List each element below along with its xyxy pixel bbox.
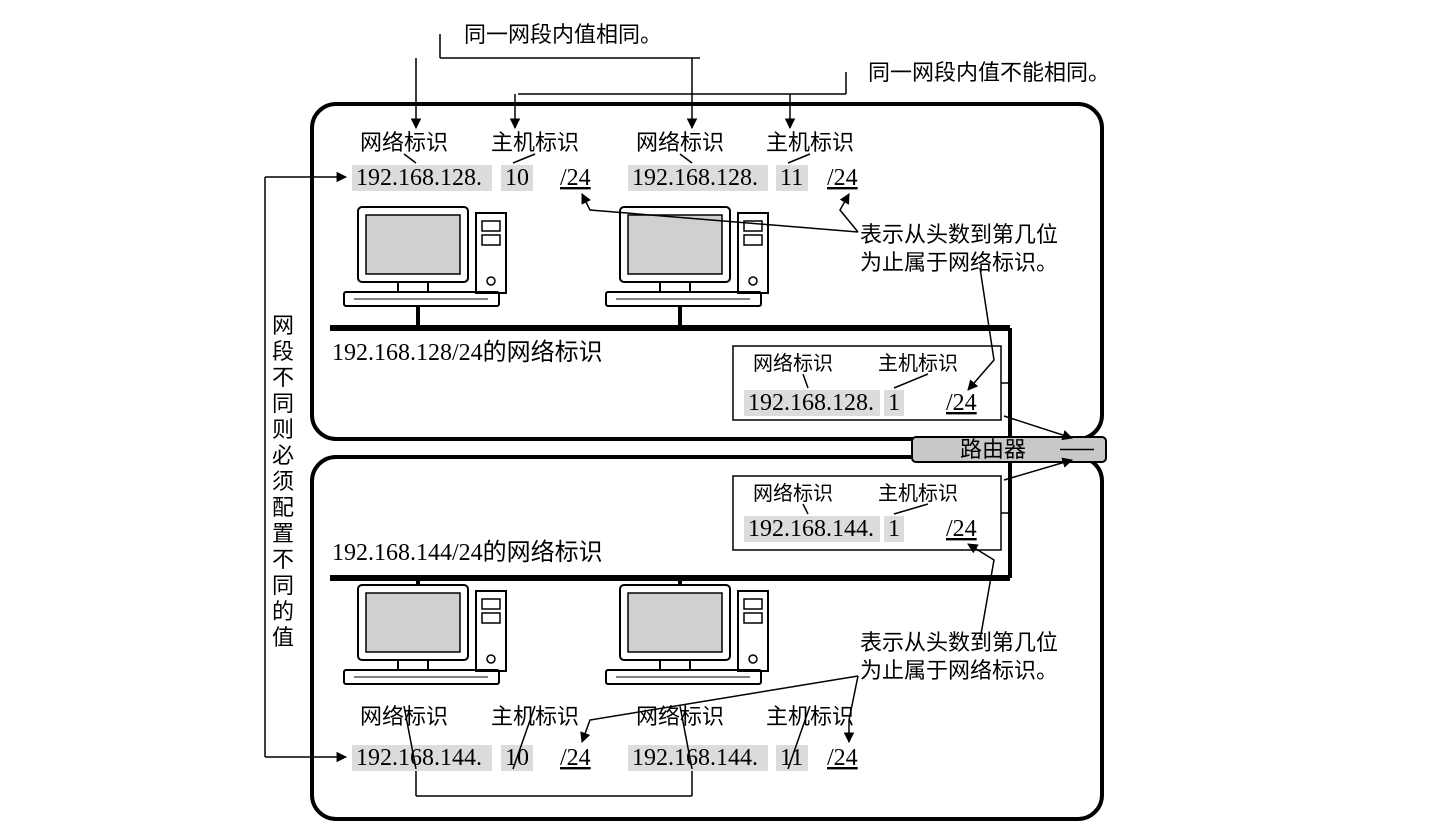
vchar: 网 bbox=[272, 313, 294, 338]
computers bbox=[344, 207, 768, 684]
pc-bot2 bbox=[606, 585, 768, 684]
vertical-note: 网段不同则必须配置不同的值 bbox=[272, 313, 294, 650]
network-diagram: 网段不同则必须配置不同的值 路由器 192.168.128.10/24192.1… bbox=[0, 0, 1443, 840]
host-id-label: 主机标识 bbox=[766, 130, 854, 155]
net-id-label: 网络标识 bbox=[753, 482, 833, 505]
vchar: 的 bbox=[272, 599, 294, 624]
vchar: 段 bbox=[272, 339, 294, 364]
note-diff: 同一网段内值不能相同。 bbox=[868, 60, 1110, 85]
prefix-note-line2: 为止属于网络标识。 bbox=[860, 658, 1058, 683]
router-ip-bottom: 192.168.144. 1/24 网络标识 主机标识 bbox=[744, 482, 977, 542]
net-id-label: 网络标识 bbox=[753, 352, 833, 375]
host-value: 11 bbox=[780, 165, 803, 191]
host-value: 1 bbox=[888, 516, 900, 542]
cidr-value: /24 bbox=[946, 390, 977, 416]
cidr-value: /24 bbox=[560, 165, 591, 191]
vchar: 置 bbox=[272, 521, 294, 546]
cidr-value: /24 bbox=[946, 516, 977, 542]
net-id-label: 网络标识 bbox=[360, 130, 448, 155]
host-value: 10 bbox=[505, 165, 529, 191]
net-value: 192.168.144. bbox=[632, 745, 758, 771]
vchar: 同 bbox=[272, 573, 294, 598]
top-annotation: 同一网段内值相同。同一网段内值不能相同。 bbox=[416, 22, 1110, 128]
pc-bot1 bbox=[344, 585, 506, 684]
vchar: 配 bbox=[272, 495, 294, 520]
router-ip-top: 192.168.128. 1/24 网络标识 主机标识 bbox=[744, 352, 977, 416]
vchar: 值 bbox=[272, 625, 294, 650]
router-label: 路由器 bbox=[960, 437, 1026, 462]
cidr-value: /24 bbox=[827, 165, 858, 191]
vchar: 不 bbox=[272, 547, 294, 572]
net-id-label: 网络标识 bbox=[636, 130, 724, 155]
prefix-note-line1: 表示从头数到第几位 bbox=[860, 222, 1058, 247]
ip-row-bottom: 192.168.144.10/24192.168.144.11/24网络标识主机… bbox=[352, 704, 858, 771]
vchar: 须 bbox=[272, 469, 294, 494]
net-value: 192.168.144. bbox=[748, 516, 874, 542]
router-icon: 路由器 bbox=[912, 437, 1106, 462]
host-id-label: 主机标识 bbox=[491, 130, 579, 155]
cidr-value: /24 bbox=[560, 745, 591, 771]
net-value: 192.168.144. bbox=[356, 745, 482, 771]
vchar: 则 bbox=[272, 417, 294, 442]
segment-label-bottom: 192.168.144/24的网络标识 bbox=[332, 539, 603, 566]
net-value: 192.168.128. bbox=[632, 165, 758, 191]
note-same: 同一网段内值相同。 bbox=[464, 22, 662, 47]
pc-top1 bbox=[344, 207, 506, 306]
pc-top2 bbox=[606, 207, 768, 306]
net-value: 192.168.128. bbox=[356, 165, 482, 191]
vchar: 不 bbox=[272, 365, 294, 390]
host-id-label: 主机标识 bbox=[878, 352, 958, 375]
ip-row-top: 192.168.128. 10/24 192.168.128. 11/24 网络标识 主机… bbox=[352, 130, 858, 191]
host-id-label: 主机标识 bbox=[878, 482, 958, 505]
segment-label-top: 192.168.128/24的网络标识 bbox=[332, 339, 603, 366]
prefix-note-line1: 表示从头数到第几位 bbox=[860, 630, 1058, 655]
vchar: 必 bbox=[272, 443, 294, 468]
host-value: 1 bbox=[888, 390, 900, 416]
vchar: 同 bbox=[272, 391, 294, 416]
cidr-value: /24 bbox=[827, 745, 858, 771]
net-value: 192.168.128. bbox=[748, 390, 874, 416]
prefix-note-line2: 为止属于网络标识。 bbox=[860, 250, 1058, 275]
